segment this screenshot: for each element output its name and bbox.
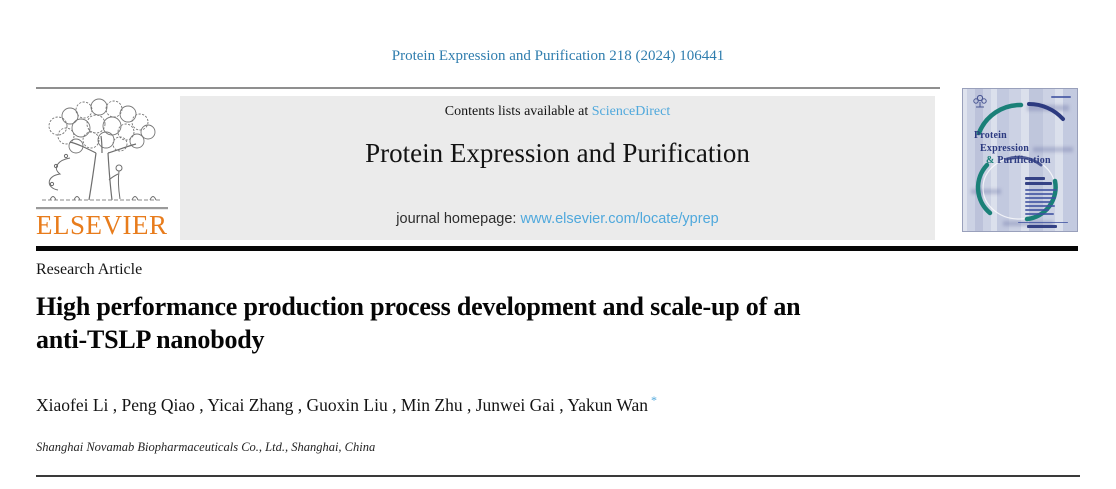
homepage-label: journal homepage:: [396, 211, 521, 227]
header-divider-rule: [36, 87, 940, 89]
cover-arc-graphics: [975, 102, 1065, 222]
journal-title: Protein Expression and Purification: [365, 138, 750, 168]
elsevier-wordmark: ELSEVIER: [36, 210, 168, 240]
cover-footer-logo-text: [1027, 225, 1057, 228]
frontmatter-bottom-rule: [36, 475, 1080, 477]
author-line: Xiaofei Li , Peng Qiao , Yicai Zhang , G…: [36, 393, 657, 416]
cover-editor-name: [1025, 197, 1056, 199]
cover-editor-name: [1025, 201, 1051, 203]
contents-lists-line: Contents lists available at ScienceDirec…: [180, 104, 935, 120]
cover-title-line2: Expression: [980, 142, 1030, 154]
cover-editor-heading: [1025, 177, 1045, 180]
journal-cover-thumbnail: Protein Expression & Purification: [962, 88, 1078, 232]
elsevier-logo: ELSEVIER: [36, 96, 168, 242]
article-type-label: Research Article: [36, 261, 143, 278]
elsevier-tree-icon: [36, 98, 168, 210]
cover-editor-heading: [1025, 182, 1052, 185]
article-title: High performance production process deve…: [36, 292, 801, 354]
cover-editor-name: [1025, 213, 1054, 215]
cover-gel-band: [1033, 147, 1073, 152]
contents-lists-text: Contents lists available at: [444, 104, 592, 119]
corresponding-author-marker[interactable]: *: [651, 393, 657, 407]
journal-banner: Contents lists available at ScienceDirec…: [180, 96, 935, 240]
cover-editor-name: [1025, 209, 1049, 211]
cover-editor-name: [1025, 205, 1055, 207]
banner-bottom-rule: [36, 246, 1078, 251]
journal-citation-header: Protein Expression and Purification 218 …: [391, 48, 725, 64]
cover-journal-title: Protein Expression & Purification: [974, 130, 1051, 168]
sciencedirect-link[interactable]: ScienceDirect: [591, 104, 671, 119]
cover-title-line1: Protein: [974, 130, 1007, 141]
cover-editor-name: [1025, 193, 1053, 195]
affiliation: Shanghai Novamab Biopharmaceuticals Co.,…: [36, 440, 376, 454]
cover-gel-band: [1003, 221, 1053, 226]
cover-issue-text: [1051, 96, 1071, 98]
author-names: Xiaofei Li , Peng Qiao , Yicai Zhang , G…: [36, 394, 648, 415]
cover-gel-band: [971, 189, 1001, 194]
cover-title-line3: & Purification: [986, 155, 1051, 168]
cover-footer-text: [1018, 222, 1068, 223]
cover-title-line3-text: Purification: [994, 155, 1051, 166]
journal-homepage-line: journal homepage: www.elsevier.com/locat…: [180, 211, 935, 227]
cover-elsevier-mark-icon: [973, 94, 987, 108]
journal-homepage-link[interactable]: www.elsevier.com/locate/yprep: [520, 211, 719, 227]
cover-title-ampersand: &: [986, 155, 995, 166]
cover-editor-name: [1025, 189, 1057, 191]
